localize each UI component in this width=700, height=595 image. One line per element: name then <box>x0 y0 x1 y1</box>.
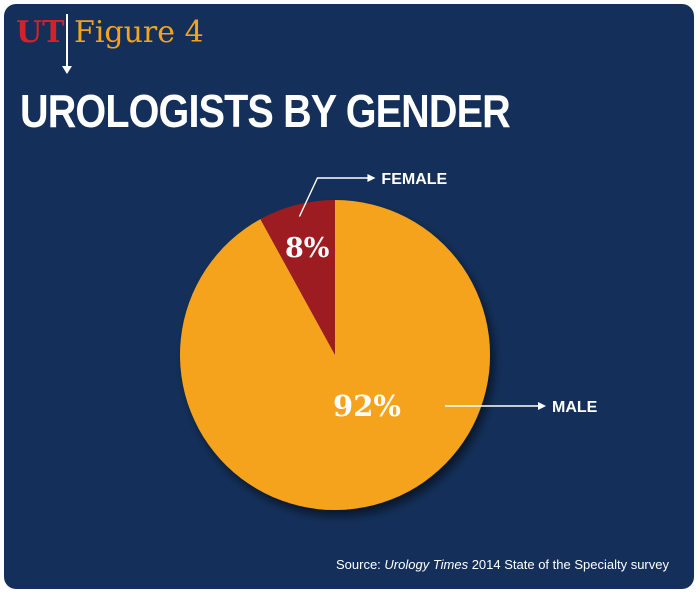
pie-slice-male <box>179 200 491 510</box>
figure-label: Figure 4 <box>74 15 204 50</box>
infographic-card: UT Figure 4 UROLOGISTS BY GENDER 8% FEMAL… <box>4 4 694 589</box>
ut-logo: UT <box>16 15 65 50</box>
source-note: Source: Urology Times 2014 State of the … <box>336 557 669 572</box>
category-label-female: FEMALE <box>381 171 447 188</box>
arrow-right-icon <box>367 174 376 182</box>
source-suffix: 2014 State of the Specialty survey <box>468 557 669 572</box>
leader-line-female <box>298 177 370 217</box>
pie-slice-female <box>260 200 335 355</box>
arrow-down-icon <box>62 66 72 74</box>
source-publication: Urology Times <box>384 557 469 572</box>
chart-title: UROLOGISTS BY GENDER <box>20 85 511 137</box>
value-label-male: 92% <box>333 389 401 423</box>
arrow-right-icon <box>538 402 546 410</box>
logo-divider <box>66 14 68 68</box>
category-label-male: MALE <box>552 399 598 416</box>
pie-slices <box>179 200 491 510</box>
pie-labels: 8% FEMALE 92% MALE <box>285 171 598 423</box>
source-prefix: Source: <box>335 557 385 572</box>
value-label-female: 8% <box>285 233 329 264</box>
pie-chart: 8% FEMALE 92% MALE <box>179 171 598 510</box>
